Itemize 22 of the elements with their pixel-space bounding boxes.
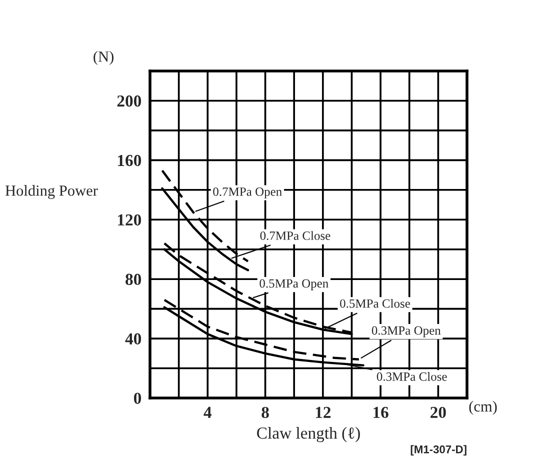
- y-tick-label: 200: [117, 95, 142, 107]
- x-tick-label: 4: [204, 406, 212, 418]
- y-axis-title: Holding Power: [5, 185, 98, 199]
- text: [M1-307-D]: [410, 445, 466, 456]
- series-label: 0.3MPa Close: [376, 372, 447, 381]
- y-tick-label: 160: [118, 154, 142, 166]
- series-label: 0.5MPa Open: [260, 279, 328, 290]
- text: 0.7MPa Close: [260, 231, 330, 240]
- x-tick-label: 12: [316, 406, 331, 418]
- series-label: 0.5MPa Close: [340, 298, 410, 308]
- series-label: 0.7MPa Open: [213, 187, 282, 198]
- x-tick-label: 16: [374, 406, 388, 418]
- text: (N): [94, 50, 114, 65]
- text: 0.3MPa Open: [372, 326, 441, 338]
- x-tick-label: 20: [430, 406, 446, 418]
- y-tick-label: 0: [134, 392, 142, 404]
- x-tick-label: 8: [262, 406, 269, 418]
- y-tick-label: 40: [125, 333, 142, 344]
- y-tick-label: 120: [118, 214, 142, 226]
- text: (cm): [469, 400, 497, 415]
- y-tick-label: 80: [126, 274, 142, 286]
- x-axis-title: Claw length (ℓ): [257, 427, 360, 442]
